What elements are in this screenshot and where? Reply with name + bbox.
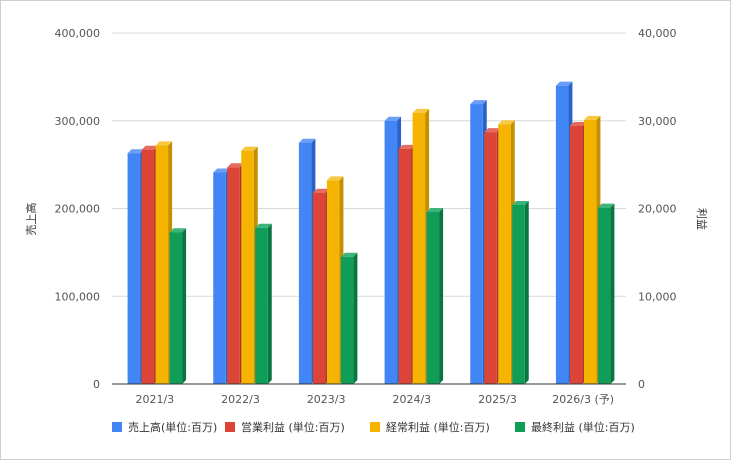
legend-swatch: [112, 422, 122, 432]
gridlines: [112, 32, 626, 297]
right-y-tick-labels: 0 10,000 20,000 30,000 40,000: [638, 27, 677, 391]
x-tick-label: 2022/3: [221, 393, 260, 406]
bar: [312, 192, 326, 384]
bar-side: [353, 252, 358, 384]
right-y-tick-label: 0: [638, 378, 645, 391]
bar-top: [340, 252, 358, 257]
bar: [241, 150, 254, 384]
bar-top: [127, 149, 145, 154]
left-y-tick-label: 100,000: [55, 290, 101, 303]
bar: [426, 212, 440, 384]
bar-top: [213, 168, 230, 173]
bar-side: [267, 223, 272, 384]
bar: [213, 172, 226, 384]
bar-top: [312, 188, 330, 193]
bar-side: [439, 208, 444, 384]
legend-label: 営業利益 (単位:百万): [241, 420, 345, 434]
bar-top: [498, 120, 515, 125]
bar-top: [155, 141, 173, 146]
bar: [484, 132, 497, 384]
right-y-tick-label: 40,000: [638, 27, 677, 40]
bar: [155, 145, 169, 384]
bar-top: [426, 208, 444, 213]
bar: [141, 149, 155, 384]
bar-top: [470, 100, 487, 105]
right-y-axis-title: 利益: [695, 208, 709, 230]
bar: [340, 256, 354, 384]
bar: [555, 85, 569, 385]
right-y-tick-label: 20,000: [638, 203, 677, 216]
bar: [470, 104, 483, 384]
x-tick-label: 2024/3: [392, 393, 431, 406]
bar: [569, 126, 583, 384]
left-y-tick-labels: 0 100,000 200,000 300,000 400,000: [55, 27, 101, 391]
x-tick-label: 2023/3: [307, 393, 346, 406]
bar: [398, 148, 412, 384]
bar: [512, 204, 525, 384]
legend-label: 売上高(単位:百万): [128, 420, 217, 434]
bar: [326, 180, 340, 384]
x-tick-labels: 2021/3 2022/3 2023/3 2024/3 2025/3 2026/3 (予): [135, 393, 614, 406]
bar-top: [412, 108, 430, 113]
legend-swatch: [225, 422, 235, 432]
bar: [412, 112, 426, 384]
legend: 売上高(単位:百万) 営業利益 (単位:百万) 経常利益 (単位:百万) 最終利益 (…: [112, 420, 635, 434]
bar: [127, 153, 141, 384]
bar-top: [298, 138, 316, 143]
right-y-tick-label: 30,000: [638, 115, 677, 128]
left-y-tick-label: 400,000: [55, 27, 101, 40]
bar: [498, 124, 511, 384]
left-y-tick-label: 300,000: [55, 115, 101, 128]
bar-top: [169, 228, 187, 233]
x-tick-label: 2025/3: [478, 393, 517, 406]
bar: [298, 142, 312, 384]
legend-swatch: [370, 422, 380, 432]
x-tick-label: 2026/3 (予): [552, 393, 614, 406]
legend-swatch: [515, 422, 525, 432]
bar-side: [524, 200, 529, 384]
left-y-tick-label: 0: [93, 378, 100, 391]
bar-top: [512, 200, 529, 205]
bar-top: [583, 115, 601, 120]
left-y-axis-title: 売上高: [24, 203, 38, 236]
bar: [583, 119, 597, 384]
legend-label: 最終利益 (単位:百万): [531, 420, 635, 434]
bar: [384, 120, 398, 384]
bar-top: [384, 116, 402, 121]
bar-top: [255, 223, 272, 228]
bar-top: [597, 203, 615, 208]
bar-top: [241, 146, 258, 151]
bars: [127, 81, 615, 385]
left-y-tick-label: 200,000: [55, 203, 101, 216]
bar-side: [182, 228, 187, 384]
x-tick-label: 2021/3: [135, 393, 174, 406]
right-y-tick-label: 10,000: [638, 290, 677, 303]
bar: [227, 167, 240, 384]
bar-side: [610, 203, 615, 384]
bar: [597, 207, 611, 384]
legend-label: 経常利益 (単位:百万): [386, 420, 490, 434]
bar: [255, 227, 268, 384]
bar-top: [555, 81, 573, 86]
bar-top: [141, 145, 159, 150]
bar-top: [569, 122, 587, 127]
bar-top: [326, 176, 344, 181]
bar: [169, 232, 183, 384]
bar-top: [227, 163, 244, 168]
bar-top: [484, 128, 501, 133]
bar-top: [398, 144, 416, 149]
